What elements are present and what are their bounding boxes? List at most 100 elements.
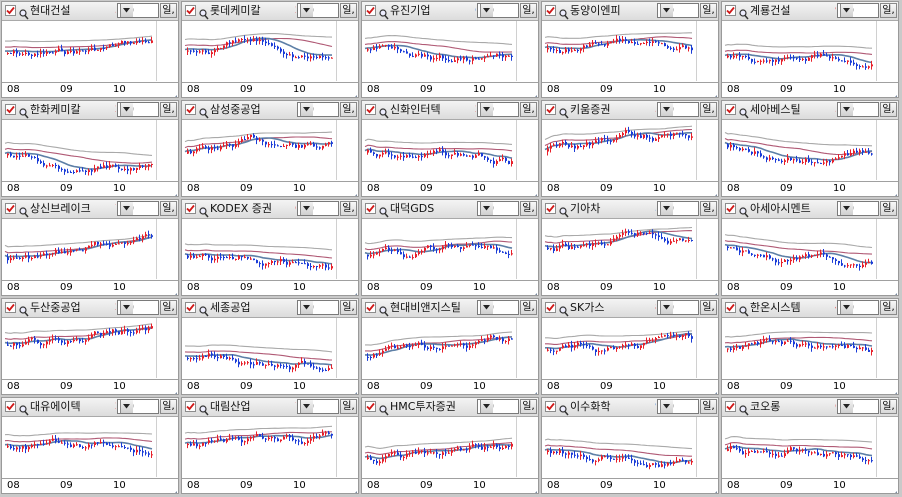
resize-grip-icon[interactable]: [529, 187, 537, 196]
check-icon[interactable]: [545, 5, 556, 16]
period-select[interactable]: 60: [297, 399, 339, 414]
chevron-down-icon[interactable]: [840, 301, 853, 314]
magnifier-icon[interactable]: [379, 401, 389, 420]
resize-grip-icon[interactable]: [889, 286, 897, 295]
resize-grip-icon[interactable]: [709, 187, 717, 196]
period-unit-button[interactable]: 일,: [520, 102, 537, 117]
resize-grip-icon[interactable]: [709, 385, 717, 394]
period-unit-button[interactable]: 일,: [160, 300, 177, 315]
period-unit-button[interactable]: 일,: [880, 399, 897, 414]
magnifier-icon[interactable]: [199, 302, 209, 321]
period-unit-button[interactable]: 일,: [700, 3, 717, 18]
magnifier-icon[interactable]: [559, 5, 569, 24]
period-unit-button[interactable]: 일,: [520, 201, 537, 216]
check-icon[interactable]: [725, 5, 736, 16]
check-icon[interactable]: [725, 302, 736, 313]
period-unit-button[interactable]: 일,: [340, 300, 357, 315]
period-unit-button[interactable]: 일,: [880, 3, 897, 18]
chevron-down-icon[interactable]: [120, 301, 133, 314]
check-icon[interactable]: [365, 104, 376, 115]
check-icon[interactable]: [725, 104, 736, 115]
magnifier-icon[interactable]: [19, 5, 29, 24]
period-select[interactable]: 60: [657, 300, 699, 315]
resize-grip-icon[interactable]: [889, 484, 897, 493]
chevron-down-icon[interactable]: [120, 400, 133, 413]
resize-grip-icon[interactable]: [889, 187, 897, 196]
period-select[interactable]: 60: [477, 201, 519, 216]
magnifier-icon[interactable]: [739, 104, 749, 123]
period-unit-button[interactable]: 일,: [880, 300, 897, 315]
period-unit-button[interactable]: 일,: [340, 102, 357, 117]
chevron-down-icon[interactable]: [480, 103, 493, 116]
period-unit-button[interactable]: 일,: [700, 102, 717, 117]
magnifier-icon[interactable]: [379, 203, 389, 222]
magnifier-icon[interactable]: [559, 203, 569, 222]
magnifier-icon[interactable]: [379, 104, 389, 123]
period-select[interactable]: 60: [657, 399, 699, 414]
period-unit-button[interactable]: 일,: [520, 300, 537, 315]
period-select[interactable]: 60: [477, 300, 519, 315]
chevron-down-icon[interactable]: [480, 4, 493, 17]
resize-grip-icon[interactable]: [349, 187, 357, 196]
period-select[interactable]: 60: [297, 102, 339, 117]
resize-grip-icon[interactable]: [529, 286, 537, 295]
magnifier-icon[interactable]: [739, 302, 749, 321]
chevron-down-icon[interactable]: [300, 103, 313, 116]
magnifier-icon[interactable]: [559, 401, 569, 420]
resize-grip-icon[interactable]: [169, 286, 177, 295]
resize-grip-icon[interactable]: [529, 484, 537, 493]
check-icon[interactable]: [5, 104, 16, 115]
check-icon[interactable]: [365, 203, 376, 214]
resize-grip-icon[interactable]: [529, 88, 537, 97]
period-select[interactable]: 60: [837, 399, 879, 414]
period-select[interactable]: 60: [477, 399, 519, 414]
resize-grip-icon[interactable]: [169, 187, 177, 196]
resize-grip-icon[interactable]: [169, 484, 177, 493]
period-select[interactable]: 60: [477, 102, 519, 117]
period-select[interactable]: 60: [117, 399, 159, 414]
magnifier-icon[interactable]: [739, 5, 749, 24]
check-icon[interactable]: [365, 5, 376, 16]
period-select[interactable]: 60: [837, 102, 879, 117]
resize-grip-icon[interactable]: [349, 88, 357, 97]
magnifier-icon[interactable]: [559, 104, 569, 123]
resize-grip-icon[interactable]: [529, 385, 537, 394]
check-icon[interactable]: [185, 5, 196, 16]
resize-grip-icon[interactable]: [349, 484, 357, 493]
magnifier-icon[interactable]: [19, 401, 29, 420]
resize-grip-icon[interactable]: [349, 286, 357, 295]
period-unit-button[interactable]: 일,: [340, 3, 357, 18]
resize-grip-icon[interactable]: [709, 286, 717, 295]
magnifier-icon[interactable]: [199, 203, 209, 222]
period-unit-button[interactable]: 일,: [160, 102, 177, 117]
chevron-down-icon[interactable]: [660, 4, 673, 17]
resize-grip-icon[interactable]: [889, 385, 897, 394]
resize-grip-icon[interactable]: [709, 88, 717, 97]
check-icon[interactable]: [185, 203, 196, 214]
check-icon[interactable]: [365, 401, 376, 412]
period-unit-button[interactable]: 일,: [520, 399, 537, 414]
resize-grip-icon[interactable]: [169, 385, 177, 394]
period-select[interactable]: 60: [117, 201, 159, 216]
check-icon[interactable]: [5, 5, 16, 16]
period-select[interactable]: 60: [657, 102, 699, 117]
resize-grip-icon[interactable]: [709, 484, 717, 493]
chevron-down-icon[interactable]: [840, 103, 853, 116]
period-unit-button[interactable]: 일,: [160, 3, 177, 18]
chevron-down-icon[interactable]: [300, 202, 313, 215]
check-icon[interactable]: [5, 401, 16, 412]
magnifier-icon[interactable]: [19, 104, 29, 123]
